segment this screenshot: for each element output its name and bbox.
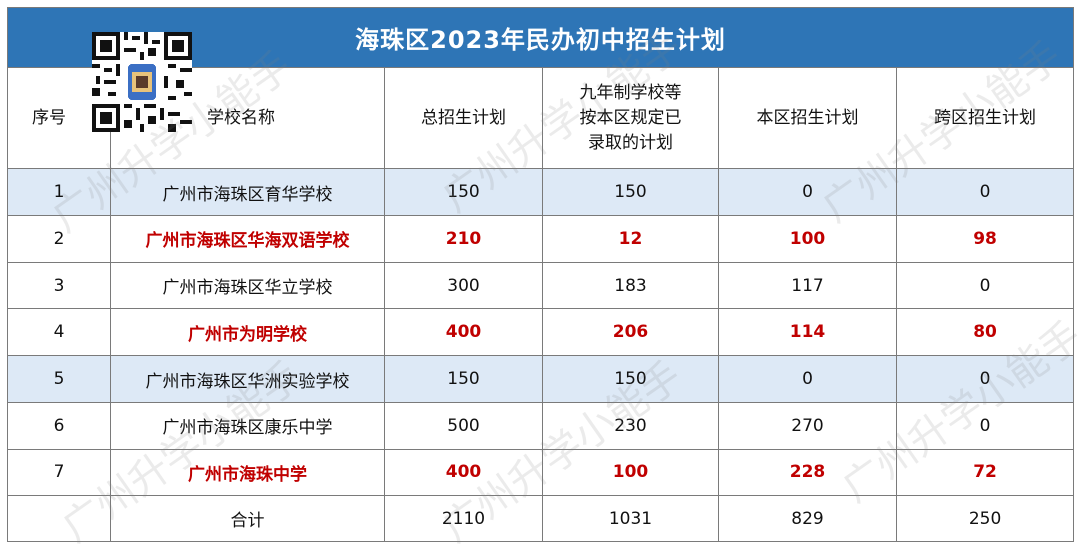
cell-index: 7 [7,448,111,497]
cell-totals-local: 829 [718,495,897,542]
cell-totals-cross: 250 [895,495,1075,542]
cell-cross: 72 [895,448,1075,497]
cell-local: 117 [718,261,897,310]
cell-local: 0 [718,355,897,403]
cell-local: 100 [718,215,897,263]
cell-total: 300 [384,261,543,310]
totals-row: 合计 2110 1031 829 250 [7,495,1075,542]
cell-totals-empty [7,495,111,542]
cell-cross: 0 [895,168,1075,217]
cell-totals-label: 合计 [110,495,385,542]
cell-total: 150 [384,355,543,403]
cell-local: 270 [718,401,897,450]
table-row: 3 广州市海珠区华立学校 300 183 117 0 [7,261,1075,310]
cell-cross: 0 [895,401,1075,450]
cell-local: 114 [718,308,897,357]
cell-admitted: 100 [542,448,719,497]
qr-code-icon [92,32,192,132]
header-local-plan: 本区招生计划 [718,66,897,170]
header-nine-year-line: 按本区规定已 [579,107,682,128]
table-row: 7 广州市海珠中学 400 100 228 72 [7,448,1075,497]
table-row: 5 广州市海珠区华洲实验学校 150 150 0 0 [7,355,1075,403]
table-row: 1 广州市海珠区育华学校 150 150 0 0 [7,168,1075,217]
cell-index: 1 [7,168,111,217]
cell-admitted: 230 [542,401,719,450]
cell-cross: 98 [895,215,1075,263]
cell-school: 广州市海珠区华洲实验学校 [110,355,385,403]
cell-school: 广州市海珠中学 [110,448,385,497]
cell-total: 150 [384,168,543,217]
table-row: 4 广州市为明学校 400 206 114 80 [7,308,1075,357]
table-row: 6 广州市海珠区康乐中学 500 230 270 0 [7,401,1075,450]
header-nine-year-line: 九年制学校等 [579,82,682,103]
cell-total: 210 [384,215,543,263]
header-nine-year-admitted: 九年制学校等 按本区规定已 录取的计划 [542,66,719,170]
cell-total: 400 [384,308,543,357]
cell-cross: 0 [895,261,1075,310]
header-nine-year-line: 录取的计划 [588,132,673,153]
cell-admitted: 150 [542,168,719,217]
cell-total: 500 [384,401,543,450]
cell-total: 400 [384,448,543,497]
cell-local: 0 [718,168,897,217]
cell-cross: 0 [895,355,1075,403]
cell-admitted: 183 [542,261,719,310]
cell-local: 228 [718,448,897,497]
cell-index: 5 [7,355,111,403]
cell-index: 3 [7,261,111,310]
cell-admitted: 150 [542,355,719,403]
header-cross-plan: 跨区招生计划 [895,66,1075,170]
cell-school: 广州市海珠区华立学校 [110,261,385,310]
cell-admitted: 12 [542,215,719,263]
cell-school: 广州市为明学校 [110,308,385,357]
cell-school: 广州市海珠区康乐中学 [110,401,385,450]
table-row: 2 广州市海珠区华海双语学校 210 12 100 98 [7,215,1075,263]
cell-totals-admitted: 1031 [542,495,719,542]
cell-school: 广州市海珠区育华学校 [110,168,385,217]
cell-totals-total: 2110 [384,495,543,542]
cell-cross: 80 [895,308,1075,357]
header-total-plan: 总招生计划 [384,66,543,170]
cell-index: 4 [7,308,111,357]
cell-admitted: 206 [542,308,719,357]
cell-school: 广州市海珠区华海双语学校 [110,215,385,263]
cell-index: 6 [7,401,111,450]
cell-index: 2 [7,215,111,263]
